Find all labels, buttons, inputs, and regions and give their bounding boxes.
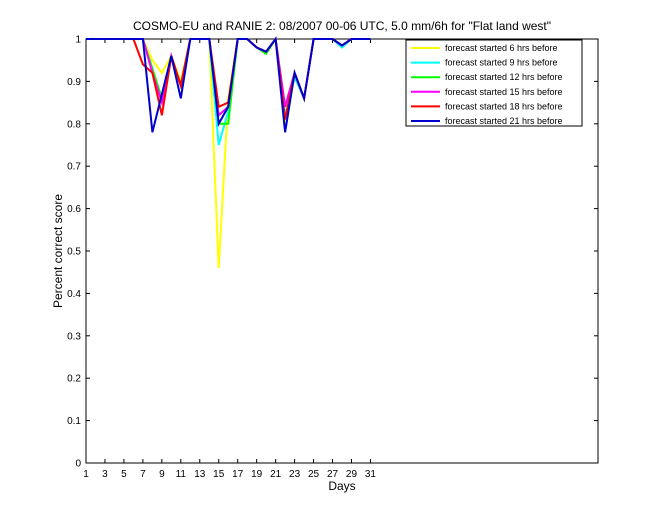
legend-label: forecast started 6 hrs before bbox=[445, 43, 558, 53]
x-tick-label: 17 bbox=[232, 469, 244, 480]
axis-ticks: 1 3 5 7 9 11 13 15 17 19 21 23 25 27 29 3100.10.20.30.4… bbox=[67, 35, 598, 480]
y-tick-label: 0.8 bbox=[67, 119, 81, 130]
x-tick-label: 3 bbox=[102, 469, 108, 480]
x-tick-label: 13 bbox=[194, 469, 206, 480]
legend-label: forecast started 9 hrs before bbox=[445, 58, 558, 68]
legend: forecast started 6 hrs before forecast st… bbox=[405, 39, 583, 127]
y-tick-label: 0.3 bbox=[67, 331, 81, 342]
y-tick-label: 0.4 bbox=[67, 289, 81, 300]
x-axis-title: Days bbox=[328, 479, 355, 493]
legend-label: forecast started 15 hrs before bbox=[445, 87, 563, 97]
y-tick-label: 0.2 bbox=[67, 374, 81, 385]
legend-box bbox=[405, 39, 583, 127]
legend-items: forecast started 6 hrs before forecast st… bbox=[411, 43, 563, 126]
series-lines bbox=[86, 36, 371, 269]
x-tick-label: 5 bbox=[121, 469, 127, 480]
x-tick-label: 15 bbox=[213, 469, 225, 480]
x-tick-label: 9 bbox=[159, 469, 165, 480]
series-line-5 bbox=[86, 36, 371, 133]
x-tick-label: 27 bbox=[327, 469, 339, 480]
x-tick-label: 11 bbox=[176, 469, 187, 480]
legend-label: forecast started 21 hrs before bbox=[445, 116, 563, 126]
x-tick-label: 23 bbox=[289, 469, 301, 480]
x-tick-label: 7 bbox=[140, 469, 146, 480]
y-tick-label: 0.5 bbox=[67, 247, 81, 258]
legend-label: forecast started 18 hrs before bbox=[445, 101, 563, 111]
x-tick-label: 1 bbox=[83, 469, 89, 480]
x-tick-label: 29 bbox=[346, 469, 358, 480]
y-tick-label: 0 bbox=[75, 459, 81, 470]
y-tick-label: 0.7 bbox=[67, 162, 81, 173]
y-tick-label: 1 bbox=[75, 35, 81, 46]
y-tick-label: 0.1 bbox=[67, 416, 81, 427]
x-tick-label: 21 bbox=[270, 469, 282, 480]
x-tick-label: 31 bbox=[365, 469, 377, 480]
y-tick-label: 0.6 bbox=[67, 204, 81, 215]
legend-label: forecast started 12 hrs before bbox=[445, 72, 563, 82]
y-axis-title: Percent correct score bbox=[51, 194, 65, 308]
chart-title: COSMO-EU and RANIE 2: 08/2007 00-06 UTC,… bbox=[133, 19, 551, 33]
x-tick-label: 19 bbox=[251, 469, 263, 480]
x-tick-label: 25 bbox=[308, 469, 320, 480]
y-tick-label: 0.9 bbox=[67, 77, 81, 88]
